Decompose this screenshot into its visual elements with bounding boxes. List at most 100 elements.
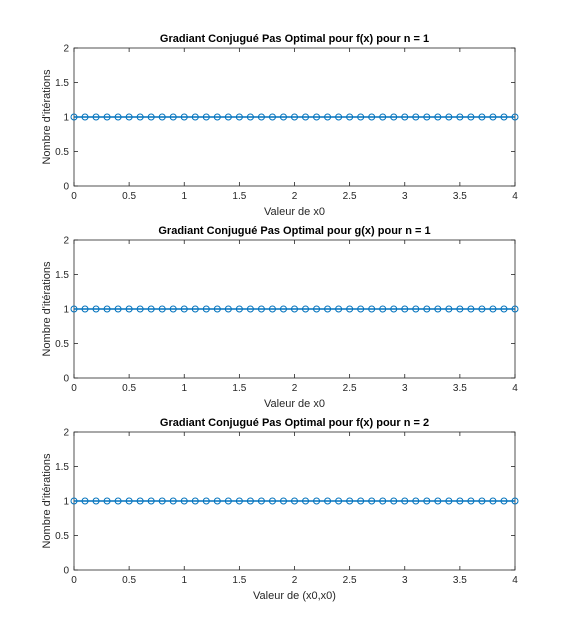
data-point — [489, 305, 497, 313]
data-point — [92, 497, 100, 505]
data-point — [379, 305, 387, 313]
y-tick-label: 1 — [63, 497, 69, 508]
x-tick-label: 1.5 — [232, 191, 246, 202]
data-point — [114, 305, 122, 313]
data-point — [423, 113, 431, 121]
data-point — [291, 113, 298, 121]
x-tick-label: 0 — [71, 191, 77, 202]
x-tick-label: 2.5 — [343, 575, 357, 586]
data-point — [81, 305, 89, 313]
x-tick-label: 3.5 — [453, 191, 467, 202]
data-point — [257, 113, 265, 121]
y-tick-label: 2 — [63, 44, 69, 55]
data-point — [302, 497, 310, 505]
data-point — [368, 305, 376, 313]
data-point — [136, 305, 144, 313]
data-point — [147, 497, 155, 505]
data-point — [335, 113, 343, 121]
x-tick-label: 0 — [71, 383, 77, 394]
data-point — [191, 497, 199, 505]
data-point — [379, 497, 387, 505]
data-point — [125, 305, 133, 313]
x-tick-label: 1 — [181, 383, 187, 394]
data-point — [125, 497, 133, 505]
data-point — [70, 497, 78, 505]
data-point — [324, 497, 332, 505]
data-point — [158, 113, 166, 121]
data-point — [467, 113, 475, 121]
x-tick-label: 3 — [402, 191, 408, 202]
data-point — [257, 497, 265, 505]
data-point — [423, 497, 431, 505]
data-point — [467, 305, 475, 313]
data-point — [368, 497, 376, 505]
x-axis-label: Valeur de x0 — [264, 398, 325, 410]
data-point — [103, 497, 111, 505]
x-tick-label: 1 — [181, 575, 187, 586]
x-tick-label: 0.5 — [122, 383, 136, 394]
chart-title: Gradiant Conjugué Pas Optimal pour f(x) … — [160, 417, 429, 429]
data-point — [445, 113, 453, 121]
data-point — [500, 497, 508, 505]
data-point — [213, 497, 221, 505]
data-point — [511, 305, 519, 313]
data-point — [313, 305, 321, 313]
y-tick-label: 0 — [63, 374, 69, 385]
data-point — [390, 497, 398, 505]
data-point — [412, 497, 420, 505]
data-point — [169, 305, 177, 313]
x-tick-label: 3 — [402, 575, 408, 586]
data-point — [302, 305, 310, 313]
data-point — [324, 113, 332, 121]
data-point — [412, 305, 420, 313]
y-tick-label: 0 — [63, 182, 69, 193]
data-point — [401, 305, 409, 313]
data-point — [202, 305, 210, 313]
data-point — [434, 113, 442, 121]
x-tick-label: 2 — [292, 383, 298, 394]
subplot-3: 0 0.5 1 1.5 2 2.5 3 3.5 4 0 0.5 1 1.5 2 Gradiant Conju… — [41, 417, 519, 602]
data-point — [169, 113, 177, 121]
x-tick-label: 1.5 — [232, 575, 246, 586]
data-point — [335, 497, 343, 505]
y-tick-label: 2 — [63, 236, 69, 247]
data-point — [235, 305, 243, 313]
data-point — [81, 497, 89, 505]
x-tick-label: 3.5 — [453, 383, 467, 394]
data-point — [489, 497, 497, 505]
data-point — [103, 305, 111, 313]
y-tick-label: 1 — [63, 113, 69, 124]
data-point — [268, 113, 276, 121]
data-point — [478, 497, 486, 505]
data-point — [401, 113, 409, 121]
data-point — [500, 113, 508, 121]
chart-title: Gradiant Conjugué Pas Optimal pour g(x) … — [158, 225, 430, 237]
x-tick-label: 0.5 — [122, 575, 136, 586]
y-tick-label: 2 — [63, 428, 69, 439]
data-point — [357, 305, 365, 313]
x-tick-label: 1.5 — [232, 383, 246, 394]
x-tick-label: 0.5 — [122, 191, 136, 202]
data-point — [434, 497, 442, 505]
data-point — [357, 113, 365, 121]
data-point — [511, 497, 519, 505]
data-point — [279, 305, 287, 313]
y-axis-label: Nombre d'itérations — [41, 261, 53, 357]
data-point — [445, 305, 453, 313]
data-point — [136, 113, 144, 121]
x-tick-label: 3 — [402, 383, 408, 394]
data-point — [423, 305, 431, 313]
x-tick-label: 2 — [292, 191, 298, 202]
x-tick-label: 2.5 — [343, 191, 357, 202]
data-point — [390, 305, 398, 313]
data-point — [180, 305, 188, 313]
x-tick-label: 3.5 — [453, 575, 467, 586]
data-point — [246, 113, 254, 121]
data-point — [456, 305, 464, 313]
x-tick-label: 4 — [512, 383, 518, 394]
data-point — [445, 497, 453, 505]
data-point — [235, 113, 243, 121]
data-point — [136, 497, 144, 505]
x-tick-label: 4 — [512, 191, 518, 202]
